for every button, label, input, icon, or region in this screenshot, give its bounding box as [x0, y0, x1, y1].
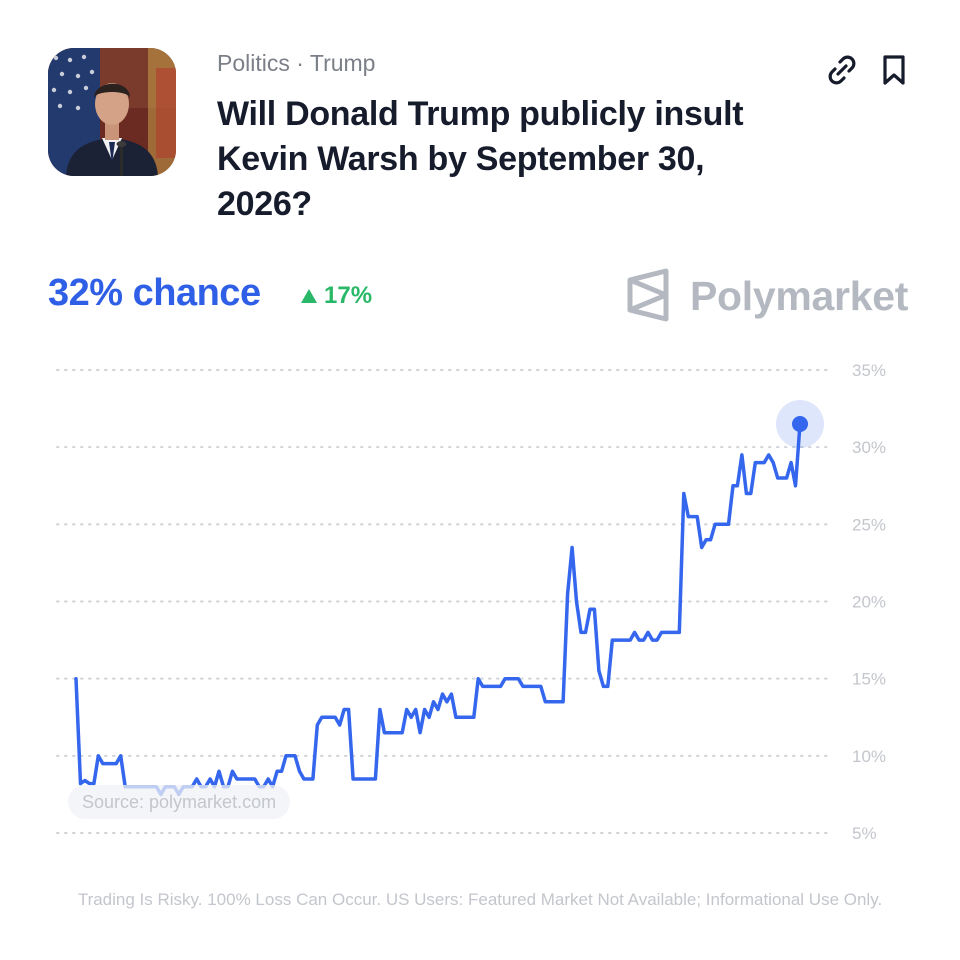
series-line [74, 422, 802, 797]
y-tick-label: 30% [852, 438, 886, 457]
link-icon[interactable] [822, 50, 862, 90]
bookmark-icon[interactable] [874, 50, 914, 90]
polymarket-logo-icon [627, 268, 669, 322]
y-tick-label: 35% [852, 361, 886, 380]
y-tick-label: 5% [852, 824, 877, 843]
source-label: Source: polymarket.com [68, 785, 291, 819]
price-history-chart: 5% 10% 15% 20% 25% 30% 35% [56, 361, 886, 843]
y-tick-label: 10% [852, 747, 886, 766]
trump-warsh-photo [48, 48, 176, 176]
y-tick-label: 20% [852, 593, 886, 612]
chart-gridlines [56, 369, 831, 834]
y-axis-ticks: 5% 10% 15% 20% 25% 30% 35% [852, 361, 886, 843]
market-category[interactable]: Politics · Trump [217, 50, 376, 76]
polymarket-brand: Polymarket [624, 268, 908, 324]
market-image [48, 48, 176, 176]
brand-name: Polymarket [690, 272, 909, 319]
change-value: 17% [324, 282, 373, 309]
market-title: Will Donald Trump publicly insult Kevin … [217, 95, 744, 223]
disclaimer: Trading Is Risky. 100% Loss Can Occur. U… [77, 890, 883, 909]
current-point [792, 416, 808, 433]
change-indicator: 17% [300, 282, 372, 310]
triangle-up-icon [301, 289, 317, 303]
y-tick-label: 15% [852, 670, 886, 689]
chance-value: 32% chance [48, 272, 261, 314]
y-tick-label: 25% [852, 515, 886, 534]
